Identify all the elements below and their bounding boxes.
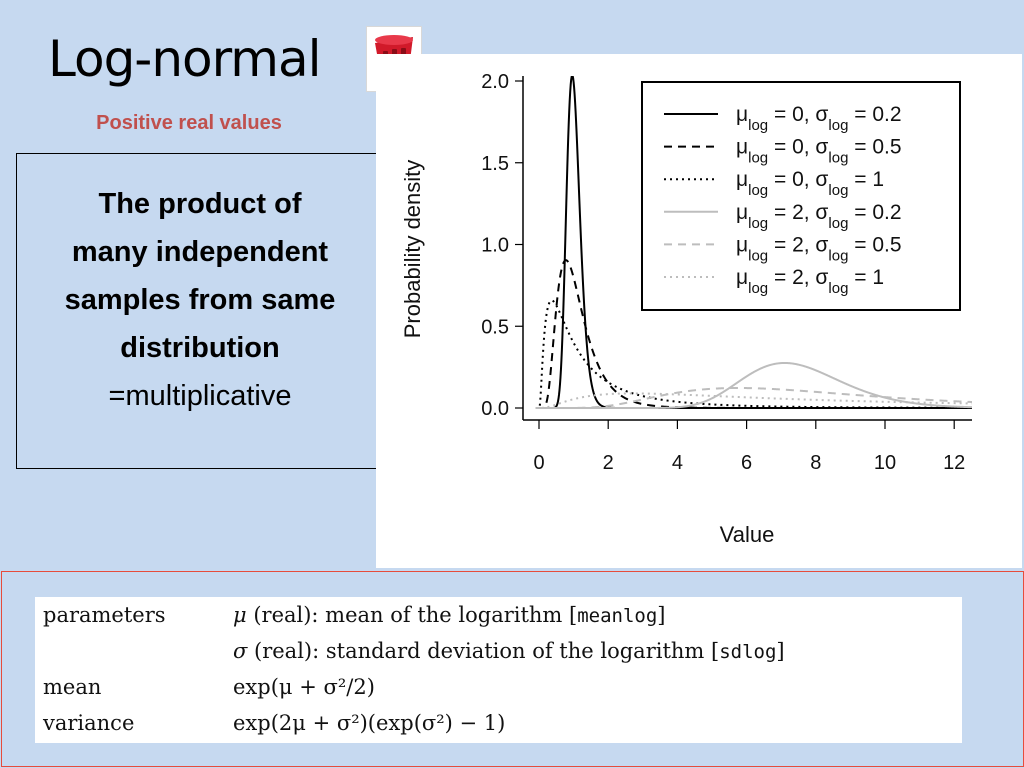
density-curve-3 <box>535 299 972 409</box>
formula-row-sigma: σ (real): standard deviation of the loga… <box>43 633 785 669</box>
formula-row-variance: variance exp(2μ + σ²)(exp(σ²) − 1) <box>43 705 505 741</box>
x-tick-label: 12 <box>943 452 965 474</box>
y-axis-label: Probability density <box>400 160 425 339</box>
y-tick-label: 1.5 <box>481 153 509 175</box>
definition-line-4: distribution <box>120 332 280 364</box>
mu-description: (real): mean of the logarithm [ <box>246 603 578 627</box>
legend-label-6: μlog = 2, σlog = 1 <box>736 266 884 297</box>
x-tick-label: 4 <box>672 452 683 474</box>
definition-line-3: samples from same <box>64 284 336 316</box>
formula-row-mu: parameters μ (real): mean of the logarith… <box>43 597 666 633</box>
x-tick-label: 6 <box>741 452 752 474</box>
y-tick-label: 0.0 <box>481 398 509 420</box>
definition-multiplicative: =multiplicative <box>108 380 292 412</box>
variance-label: variance <box>43 711 135 735</box>
y-tick-label: 0.5 <box>481 316 509 338</box>
formula-box: parameters μ (real): mean of the logarith… <box>1 571 1024 767</box>
slide-title: Log-normal <box>48 30 322 88</box>
x-tick-label: 10 <box>874 452 896 474</box>
sdlog-code: sdlog <box>719 641 777 663</box>
x-tick-label: 8 <box>810 452 821 474</box>
slide-subtitle: Positive real values <box>96 112 282 134</box>
legend-label-4: μlog = 2, σlog = 0.2 <box>736 201 902 232</box>
meanlog-code: meanlog <box>577 605 658 627</box>
x-tick-label: 2 <box>603 452 614 474</box>
formula-table: parameters μ (real): mean of the logarith… <box>35 597 962 743</box>
density-curve-5 <box>535 386 972 409</box>
variance-expression: exp(2μ + σ²)(exp(σ²) − 1) <box>233 711 506 735</box>
formula-row-mean: mean exp(μ + σ²/2) <box>43 669 375 705</box>
y-tick-label: 2.0 <box>481 71 509 93</box>
legend-box <box>641 81 961 311</box>
x-axis-label: Value <box>720 522 775 547</box>
chart-panel: 0.0 0.5 1.0 1.5 2.0 0 2 4 6 8 10 12 Value Probability… <box>376 54 1022 568</box>
definition-line-1: The product of <box>98 188 302 220</box>
definition-line-2: many independent <box>71 236 329 268</box>
density-chart: 0.0 0.5 1.0 1.5 2.0 0 2 4 6 8 10 12 Value Probability… <box>400 71 972 547</box>
legend-label-3: μlog = 0, σlog = 1 <box>736 168 884 199</box>
mu-symbol: μ <box>233 603 247 627</box>
mean-label: mean <box>43 675 102 699</box>
legend-label-5: μlog = 2, σlog = 0.5 <box>736 233 902 264</box>
definition-box: The product of many independent samples … <box>16 153 384 469</box>
mean-expression: exp(μ + σ²/2) <box>233 675 375 699</box>
parameters-label: parameters <box>43 603 166 627</box>
density-curve-4 <box>535 361 972 409</box>
legend-label-2: μlog = 0, σlog = 0.5 <box>736 136 902 167</box>
mu-close: ] <box>657 603 666 627</box>
sigma-symbol: σ <box>233 639 248 663</box>
legend-label-1: μlog = 0, σlog = 0.2 <box>736 103 902 134</box>
y-tick-label: 1.0 <box>481 235 509 257</box>
sigma-description: (real): standard deviation of the logari… <box>247 639 720 663</box>
sigma-close: ] <box>776 639 785 663</box>
x-tick-label: 0 <box>533 452 544 474</box>
